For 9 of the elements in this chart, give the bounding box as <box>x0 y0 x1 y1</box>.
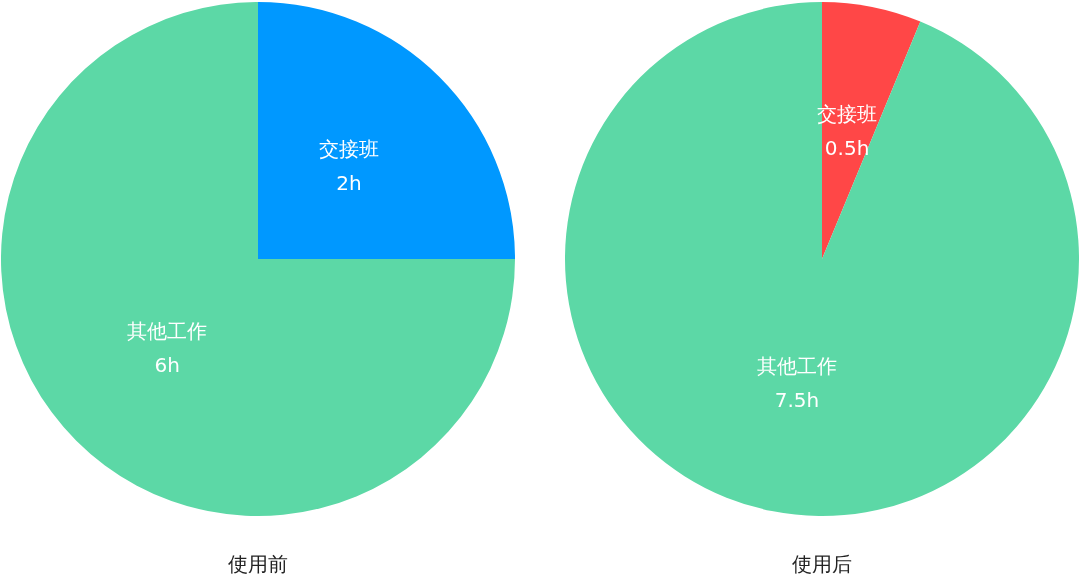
data-label: 7.5h <box>774 388 820 413</box>
slice-label: 交接班 <box>318 137 379 162</box>
data-label: 2h <box>336 171 362 196</box>
slice-label: 其他工作 <box>127 319 208 344</box>
slice-label: 其他工作 <box>756 354 837 379</box>
text: 使用前 <box>228 552 288 577</box>
text: 使用后 <box>792 552 852 577</box>
data-label: 6h <box>154 353 180 378</box>
data-label: 0.5h <box>824 136 870 161</box>
